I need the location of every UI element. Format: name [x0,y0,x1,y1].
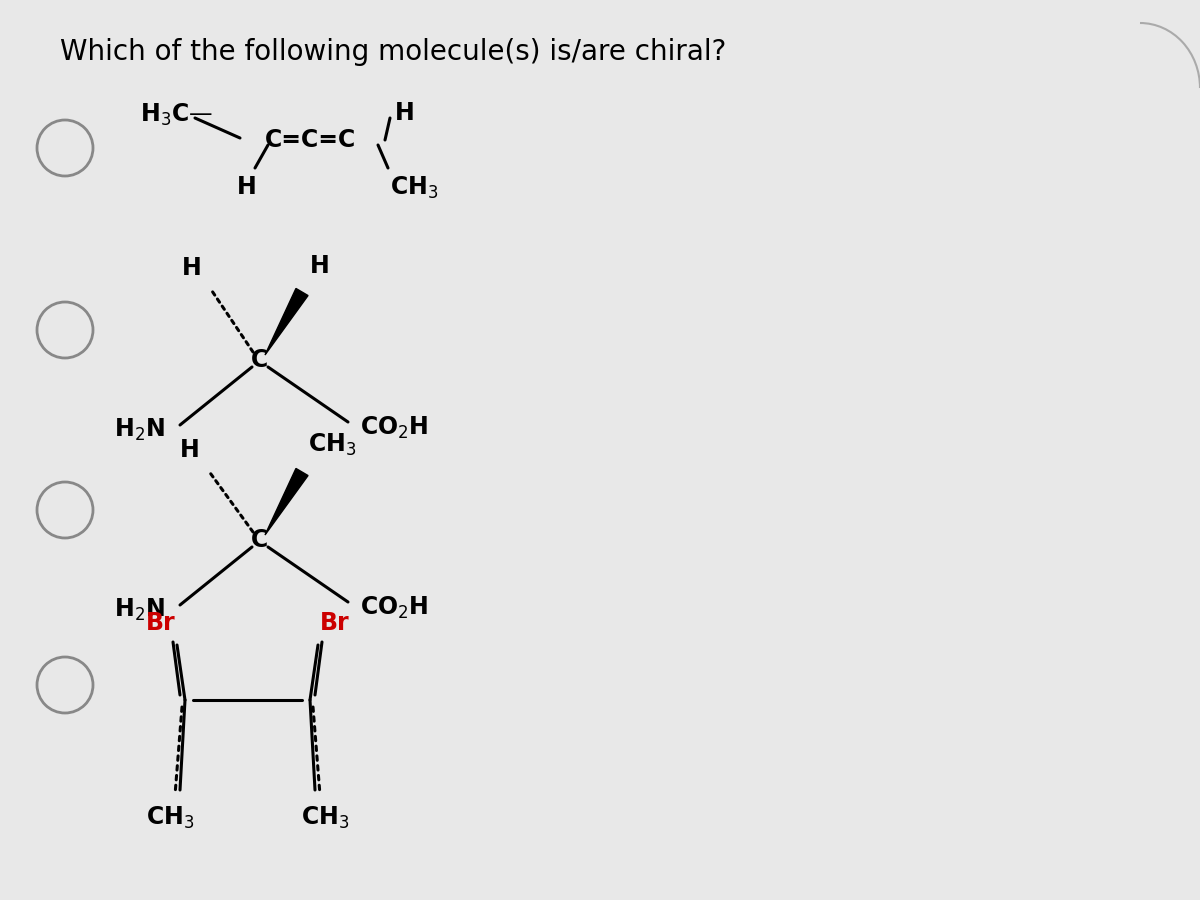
Text: H$_3$C—: H$_3$C— [140,102,214,128]
Text: H: H [238,175,257,199]
Text: H: H [395,101,415,125]
Text: H: H [180,438,200,462]
Text: CH$_3$: CH$_3$ [308,432,356,458]
Text: H: H [310,254,330,278]
Text: CH$_3$: CH$_3$ [145,805,194,832]
Text: H$_2$N: H$_2$N [114,597,166,623]
Text: CH$_3$: CH$_3$ [301,805,349,832]
Text: H: H [182,256,202,280]
Text: H$_2$N: H$_2$N [114,417,166,443]
Text: Which of the following molecule(s) is/are chiral?: Which of the following molecule(s) is/ar… [60,38,726,66]
Text: CO$_2$H: CO$_2$H [360,595,428,621]
Polygon shape [265,289,308,355]
Polygon shape [265,469,308,535]
Text: Br: Br [145,611,175,635]
Text: Br: Br [320,611,349,635]
Text: C=C=C: C=C=C [265,128,356,152]
Text: CO$_2$H: CO$_2$H [360,415,428,441]
Text: C: C [251,528,269,552]
Text: C: C [251,348,269,372]
Text: CH$_3$: CH$_3$ [390,175,438,202]
